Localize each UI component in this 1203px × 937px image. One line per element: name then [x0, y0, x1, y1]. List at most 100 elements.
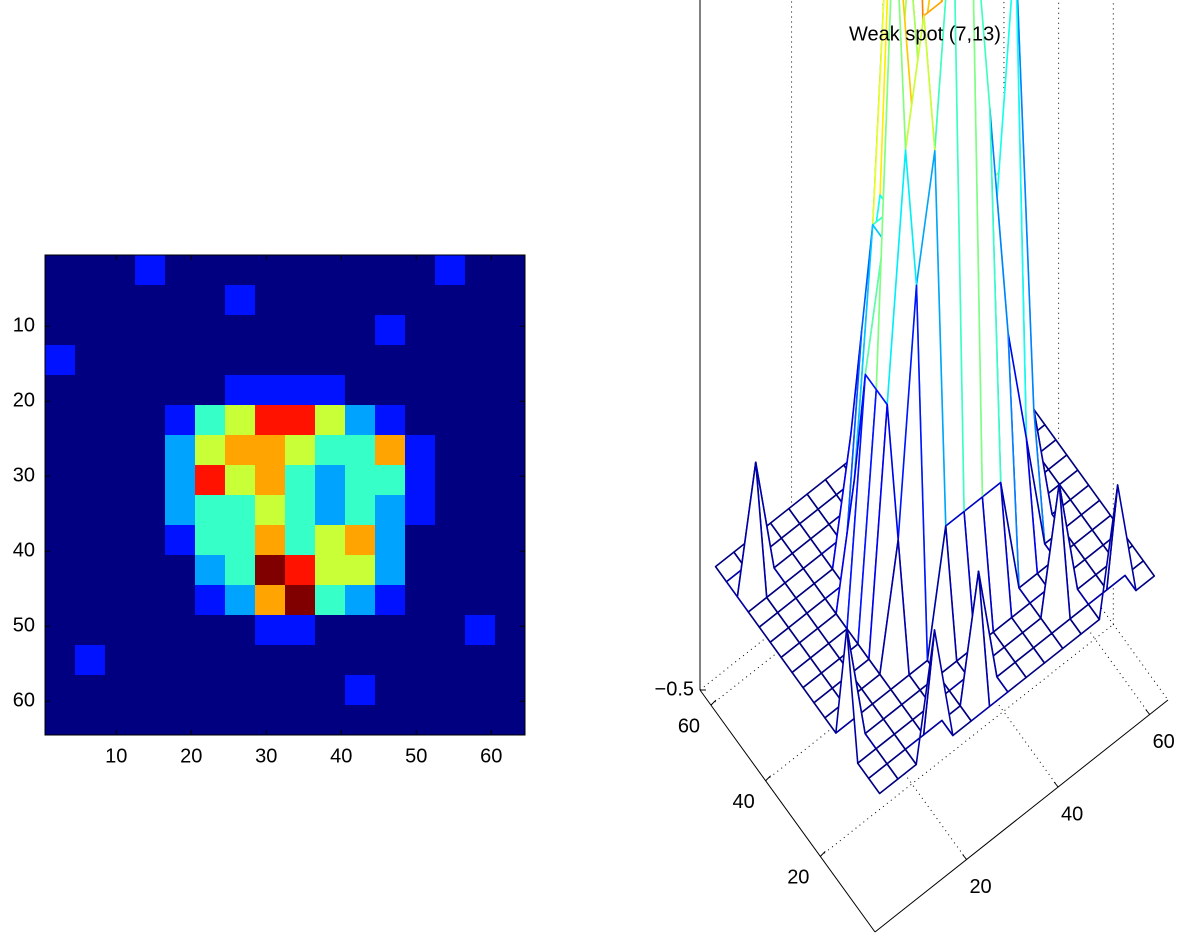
- heat-cell: [45, 465, 76, 496]
- heat-cell: [105, 255, 136, 286]
- heat-cell: [405, 285, 436, 316]
- heat-cell: [135, 465, 166, 496]
- heat-cell: [435, 375, 466, 406]
- heat-cell: [255, 285, 286, 316]
- heat-cell: [375, 285, 406, 316]
- heat-cell: [285, 705, 316, 736]
- heat-cell: [195, 555, 226, 586]
- heat-cell: [285, 405, 316, 436]
- heat-cell: [255, 615, 286, 646]
- heat-cell: [375, 585, 406, 616]
- heat-cell: [45, 375, 76, 406]
- heat-cell: [225, 675, 256, 706]
- heat-cell: [285, 435, 316, 466]
- heat-cell: [165, 495, 196, 526]
- heat-cell: [375, 315, 406, 346]
- heat-cell: [135, 615, 166, 646]
- heat-cell: [135, 255, 166, 286]
- heat-cell: [315, 645, 346, 676]
- heat-cell: [315, 555, 346, 586]
- heat-cell: [345, 315, 376, 346]
- heat-cell: [375, 645, 406, 676]
- heat-cell: [105, 615, 136, 646]
- heat-cell: [105, 495, 136, 526]
- heat-cell: [105, 435, 136, 466]
- heat-cell: [495, 255, 526, 286]
- heat-cell: [225, 525, 256, 556]
- heat-cell: [195, 525, 226, 556]
- heat-cell: [255, 255, 286, 286]
- heat-cell: [285, 255, 316, 286]
- heat-cell: [195, 705, 226, 736]
- heat-cell: [345, 555, 376, 586]
- heat-cell: [315, 585, 346, 616]
- heat-cell: [465, 255, 496, 286]
- heat-cell: [255, 675, 286, 706]
- heat-cell: [225, 495, 256, 526]
- heat-cell: [75, 525, 106, 556]
- heat-cell: [165, 465, 196, 496]
- heat-cell: [105, 705, 136, 736]
- heat-cell: [345, 495, 376, 526]
- heat-cell: [375, 615, 406, 646]
- heat-cell: [435, 285, 466, 316]
- heat-cell: [375, 435, 406, 466]
- heat-cell: [135, 285, 166, 316]
- heat-cell: [465, 285, 496, 316]
- heat-cell: [75, 465, 106, 496]
- heat-cell: [105, 405, 136, 436]
- heat-cell: [405, 345, 436, 376]
- heat-cell: [75, 555, 106, 586]
- heat-cell: [195, 615, 226, 646]
- heat-cell: [285, 615, 316, 646]
- heat-cell: [195, 645, 226, 676]
- heat-cell: [105, 555, 136, 586]
- x-tick-label: 10: [105, 745, 127, 767]
- heat-cell: [195, 585, 226, 616]
- heat-cell: [225, 375, 256, 406]
- heat-cell: [465, 465, 496, 496]
- x-tick-label: 40: [330, 745, 352, 767]
- heat-cell: [495, 495, 526, 526]
- heat-cell: [225, 585, 256, 616]
- heat-cell: [345, 405, 376, 436]
- heat-cell: [135, 705, 166, 736]
- heat-cell: [285, 375, 316, 406]
- heat-cell: [225, 405, 256, 436]
- x-tick: [1145, 709, 1151, 715]
- heat-cell: [345, 345, 376, 376]
- heat-cell: [495, 405, 526, 436]
- heat-cell: [165, 375, 196, 406]
- heat-cell: [465, 405, 496, 436]
- heat-cell: [135, 345, 166, 376]
- heat-cell: [165, 615, 196, 646]
- heat-cell: [45, 585, 76, 616]
- y-tick-label: 60: [678, 715, 700, 737]
- x-tick-label: 20: [969, 876, 991, 898]
- heat-cell: [165, 525, 196, 556]
- heat-cell: [135, 585, 166, 616]
- heat-cell: [255, 375, 286, 406]
- heat-cell: [225, 255, 256, 286]
- y-tick-label: 10: [13, 315, 35, 337]
- heat-cell: [465, 525, 496, 556]
- heat-cell: [285, 525, 316, 556]
- x-tick: [962, 854, 967, 860]
- mesh-quad: [867, 763, 899, 795]
- heat-cell: [255, 315, 286, 346]
- heat-cell: [405, 525, 436, 556]
- heat-cell: [105, 585, 136, 616]
- heat-cell: [375, 375, 406, 406]
- heat-cell: [165, 555, 196, 586]
- heat-cell: [75, 705, 106, 736]
- heat-cell: [435, 675, 466, 706]
- heat-cell: [165, 345, 196, 376]
- heat-cell: [195, 495, 226, 526]
- heat-cell: [255, 405, 286, 436]
- y-tick-label: 60: [13, 690, 35, 712]
- heat-cell: [495, 675, 526, 706]
- heat-cell: [225, 705, 256, 736]
- heat-cell: [405, 615, 436, 646]
